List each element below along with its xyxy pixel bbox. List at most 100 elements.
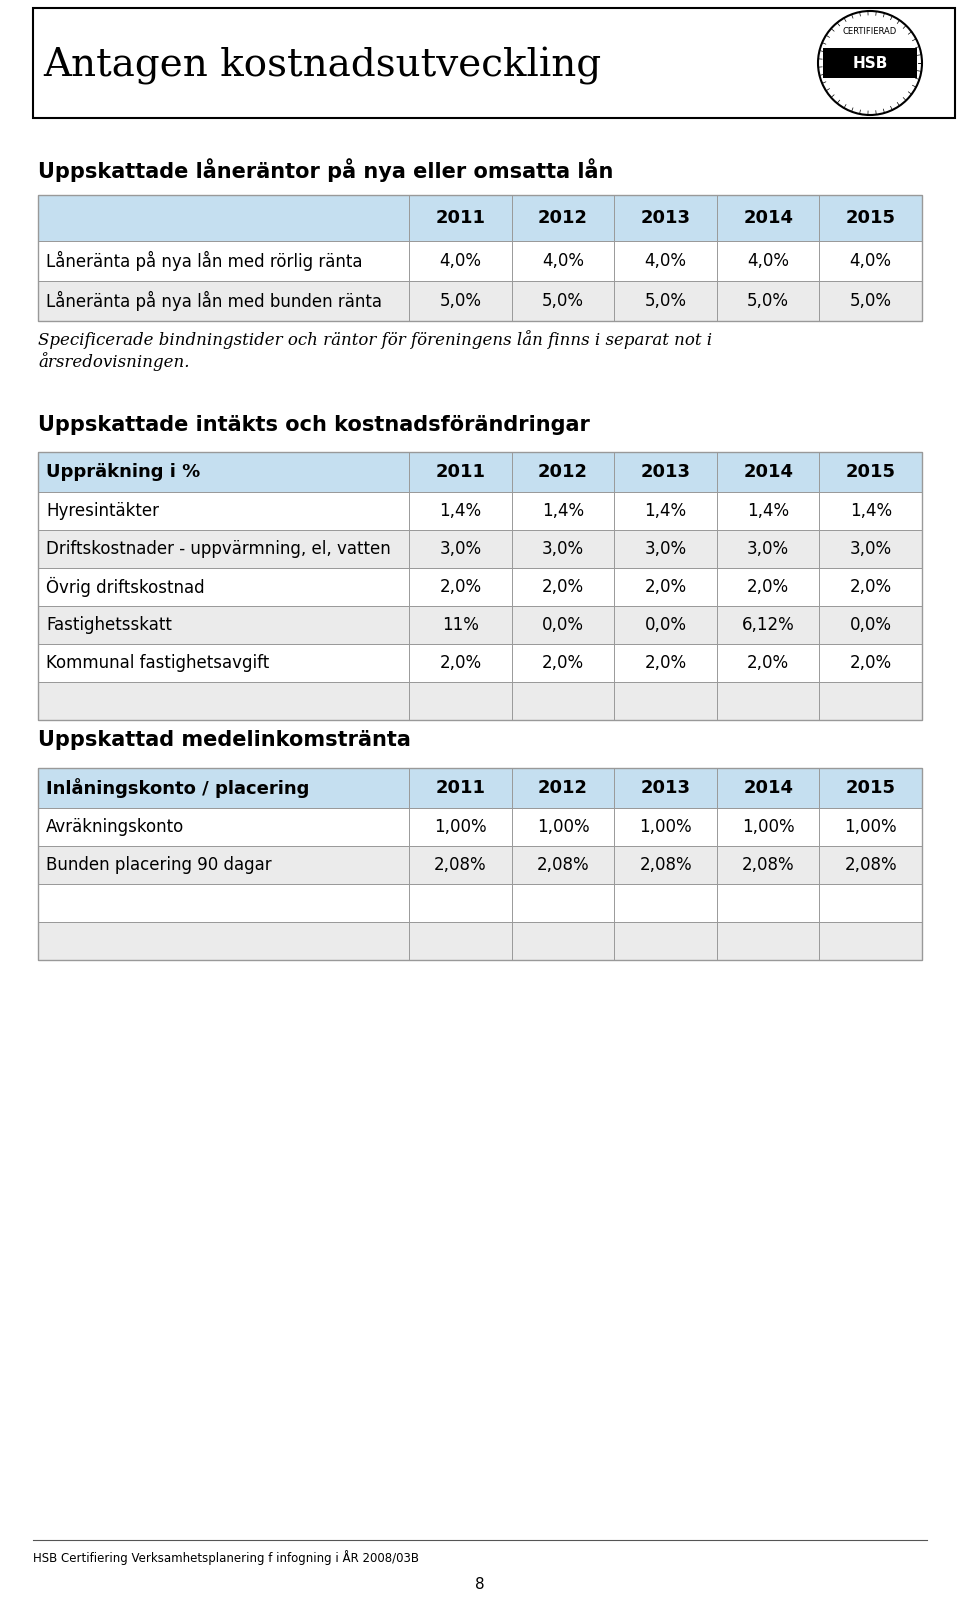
- Text: 3,0%: 3,0%: [644, 541, 686, 558]
- Text: 2,08%: 2,08%: [742, 857, 795, 874]
- Text: 2011: 2011: [436, 209, 486, 228]
- Text: 2013: 2013: [640, 464, 690, 481]
- Text: Bunden placering 90 dagar: Bunden placering 90 dagar: [46, 857, 272, 874]
- Text: 1,00%: 1,00%: [845, 818, 897, 836]
- Text: 2011: 2011: [436, 780, 486, 797]
- Text: 1,4%: 1,4%: [850, 502, 892, 520]
- Text: 4,0%: 4,0%: [747, 252, 789, 269]
- Text: 1,00%: 1,00%: [639, 818, 692, 836]
- Text: 2013: 2013: [640, 780, 690, 797]
- Text: 2011: 2011: [436, 464, 486, 481]
- Text: HSB Certifiering Verksamhetsplanering f infogning i ÅR 2008/03B: HSB Certifiering Verksamhetsplanering f …: [33, 1549, 419, 1566]
- Text: Uppräkning i %: Uppräkning i %: [46, 464, 201, 481]
- Text: Låneränta på nya lån med rörlig ränta: Låneränta på nya lån med rörlig ränta: [46, 250, 363, 271]
- Text: 1,4%: 1,4%: [644, 502, 686, 520]
- Text: Fastighetsskatt: Fastighetsskatt: [46, 616, 172, 634]
- Text: 2,08%: 2,08%: [845, 857, 897, 874]
- Text: 2012: 2012: [539, 209, 588, 228]
- Bar: [38, 922, 922, 961]
- Bar: [38, 768, 922, 808]
- Text: 8: 8: [475, 1577, 485, 1593]
- Text: 11%: 11%: [443, 616, 479, 634]
- Text: 4,0%: 4,0%: [850, 252, 892, 269]
- Text: 5,0%: 5,0%: [440, 292, 482, 310]
- Bar: [38, 492, 922, 529]
- Text: 6,12%: 6,12%: [742, 616, 795, 634]
- Text: 1,4%: 1,4%: [747, 502, 789, 520]
- Bar: [38, 196, 922, 241]
- Bar: [38, 682, 922, 720]
- Text: 1,4%: 1,4%: [542, 502, 584, 520]
- Text: CERTIFIERAD: CERTIFIERAD: [843, 27, 898, 35]
- Text: årsredovisningen.: årsredovisningen.: [38, 351, 189, 371]
- Text: Uppskattade intäkts och kostnadsförändringar: Uppskattade intäkts och kostnadsförändri…: [38, 415, 589, 435]
- Text: 2,0%: 2,0%: [440, 577, 482, 597]
- Text: 2,0%: 2,0%: [644, 577, 686, 597]
- Bar: [38, 241, 922, 281]
- Text: 3,0%: 3,0%: [747, 541, 789, 558]
- Text: 2012: 2012: [539, 780, 588, 797]
- Bar: [38, 808, 922, 845]
- Text: 4,0%: 4,0%: [645, 252, 686, 269]
- Text: 3,0%: 3,0%: [542, 541, 584, 558]
- Text: 2,0%: 2,0%: [440, 654, 482, 672]
- Text: 5,0%: 5,0%: [747, 292, 789, 310]
- Text: 2,0%: 2,0%: [644, 654, 686, 672]
- Text: 4,0%: 4,0%: [542, 252, 584, 269]
- Text: 5,0%: 5,0%: [645, 292, 686, 310]
- Text: 2,0%: 2,0%: [850, 654, 892, 672]
- Text: 2,08%: 2,08%: [537, 857, 589, 874]
- Text: Uppskattade låneräntor på nya eller omsatta lån: Uppskattade låneräntor på nya eller omsa…: [38, 159, 613, 181]
- Bar: [33, 8, 955, 119]
- Bar: [38, 884, 922, 922]
- Text: Kommunal fastighetsavgift: Kommunal fastighetsavgift: [46, 654, 269, 672]
- Text: 2,0%: 2,0%: [850, 577, 892, 597]
- Text: 3,0%: 3,0%: [850, 541, 892, 558]
- Bar: [38, 606, 922, 643]
- Text: 0,0%: 0,0%: [850, 616, 892, 634]
- Text: 2014: 2014: [743, 780, 793, 797]
- Text: 2,0%: 2,0%: [542, 577, 584, 597]
- Text: 2,0%: 2,0%: [747, 577, 789, 597]
- Bar: [38, 529, 922, 568]
- Bar: [38, 568, 922, 606]
- Text: Antagen kostnadsutveckling: Antagen kostnadsutveckling: [43, 47, 601, 85]
- Text: 2,0%: 2,0%: [747, 654, 789, 672]
- Text: 3,0%: 3,0%: [440, 541, 482, 558]
- Bar: [38, 196, 922, 321]
- Text: 2,0%: 2,0%: [542, 654, 584, 672]
- Text: 0,0%: 0,0%: [542, 616, 584, 634]
- Bar: [38, 452, 922, 720]
- Text: Övrig driftskostnad: Övrig driftskostnad: [46, 577, 204, 597]
- Text: 2015: 2015: [846, 464, 896, 481]
- Text: Specificerade bindningstider och räntor för föreningens lån finns i separat not : Specificerade bindningstider och räntor …: [38, 330, 712, 350]
- Text: 0,0%: 0,0%: [645, 616, 686, 634]
- Text: Hyresintäkter: Hyresintäkter: [46, 502, 159, 520]
- Text: Uppskattad medelinkomstränta: Uppskattad medelinkomstränta: [38, 730, 411, 751]
- Text: Avräkningskonto: Avräkningskonto: [46, 818, 184, 836]
- Text: 5,0%: 5,0%: [850, 292, 892, 310]
- Text: 2014: 2014: [743, 464, 793, 481]
- Text: 4,0%: 4,0%: [440, 252, 482, 269]
- Text: Driftskostnader - uppvärmning, el, vatten: Driftskostnader - uppvärmning, el, vatte…: [46, 541, 391, 558]
- Text: 1,00%: 1,00%: [537, 818, 589, 836]
- Text: Låneränta på nya lån med bunden ränta: Låneränta på nya lån med bunden ränta: [46, 290, 382, 311]
- Text: 1,00%: 1,00%: [742, 818, 795, 836]
- Text: 2,08%: 2,08%: [434, 857, 487, 874]
- Text: 1,4%: 1,4%: [440, 502, 482, 520]
- Text: 2,08%: 2,08%: [639, 857, 692, 874]
- Text: 2014: 2014: [743, 209, 793, 228]
- Text: 2015: 2015: [846, 209, 896, 228]
- Text: HSB: HSB: [852, 56, 888, 71]
- Bar: [38, 768, 922, 961]
- Bar: [38, 452, 922, 492]
- Text: 1,00%: 1,00%: [434, 818, 487, 836]
- Text: 2012: 2012: [539, 464, 588, 481]
- Text: Inlåningskonto / placering: Inlåningskonto / placering: [46, 778, 309, 799]
- Bar: [38, 845, 922, 884]
- Text: 2015: 2015: [846, 780, 896, 797]
- FancyBboxPatch shape: [823, 48, 917, 79]
- Text: 5,0%: 5,0%: [542, 292, 584, 310]
- Bar: [38, 281, 922, 321]
- Text: 2013: 2013: [640, 209, 690, 228]
